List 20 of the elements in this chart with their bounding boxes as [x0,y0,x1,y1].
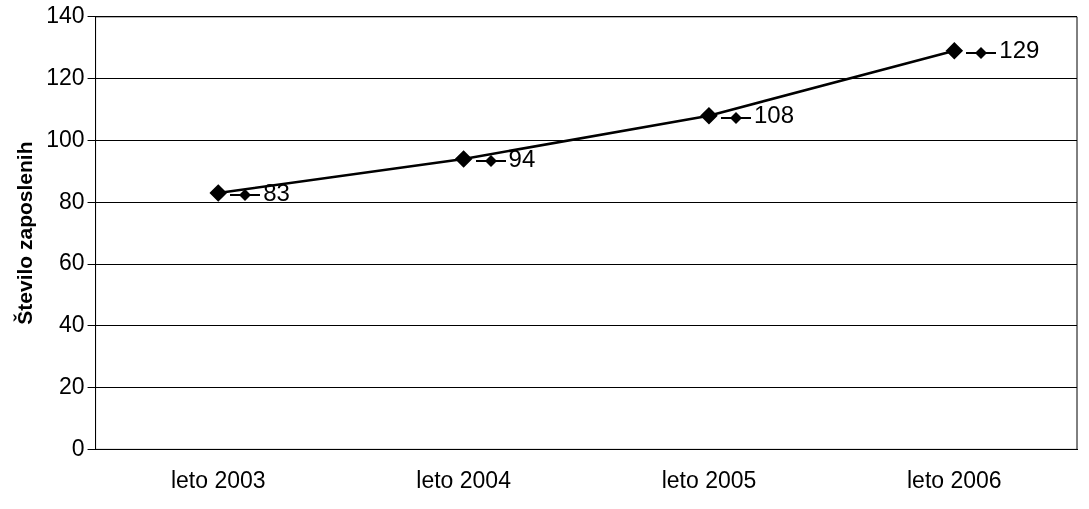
data-label: 108 [753,101,795,129]
y-tick-label: 20 [58,372,85,399]
x-tick-label: leto 2004 [416,466,512,493]
y-axis-title: Število zaposlenih [13,141,37,325]
y-tick-label: 100 [46,125,85,152]
y-tick-label: 140 [46,2,85,29]
point [700,107,718,124]
y-tick-label: 0 [71,434,85,461]
data-label: 94 [508,144,536,172]
y-tick-label: 120 [46,63,85,90]
point [455,150,472,168]
point [210,184,227,202]
y-tick-label: 60 [58,249,85,276]
x-tick-label: leto 2003 [170,466,266,493]
data-label: 129 [999,36,1040,64]
x-tick-label: leto 2005 [661,466,757,493]
point [946,42,963,60]
y-tick-label: 40 [58,311,85,338]
x-tick-label: leto 2006 [907,466,1002,493]
y-tick-label: 80 [58,187,85,214]
